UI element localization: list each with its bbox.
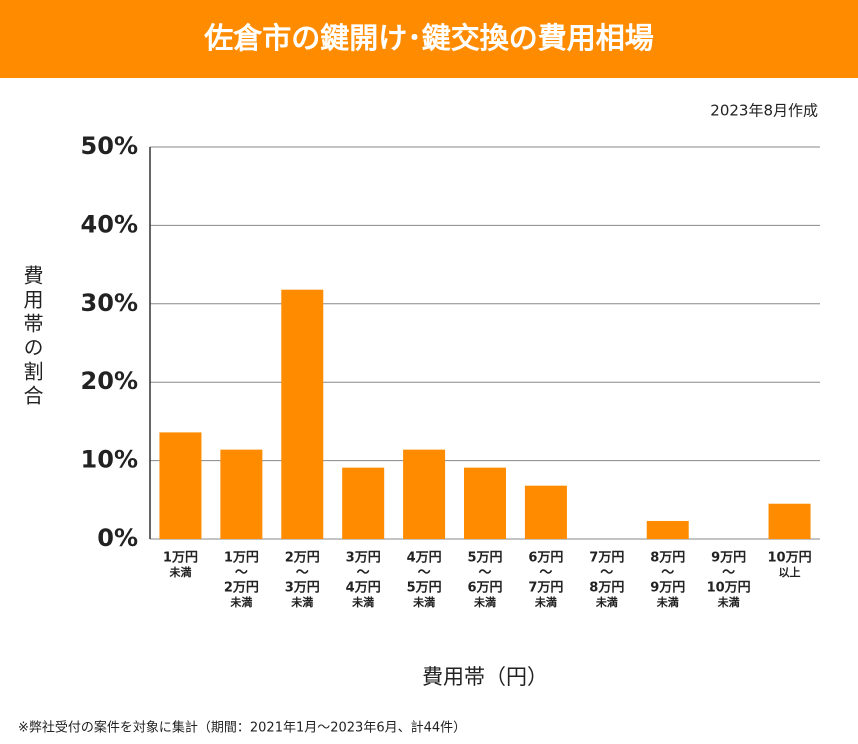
bar	[524, 485, 567, 539]
x-tick-label: ～	[478, 566, 491, 581]
x-tick-label: 8万円	[650, 551, 685, 566]
x-tick-label: 4万円	[407, 551, 442, 566]
x-tick-label: 未満	[351, 595, 374, 609]
x-tick-label: 5万円	[407, 581, 442, 596]
x-tick-label: 未満	[168, 565, 191, 579]
bar	[464, 467, 506, 539]
header-band	[0, 0, 858, 78]
y-tick-label: 10%	[81, 446, 138, 474]
x-tick-label: ～	[418, 566, 431, 581]
x-tick-label: 未満	[717, 595, 740, 609]
bar	[403, 449, 446, 539]
bar	[281, 289, 324, 539]
x-tick-label: ～	[539, 566, 552, 581]
x-tick-label: 10万円	[707, 581, 751, 596]
x-tick-label: ～	[357, 566, 370, 581]
x-tick-label: 3万円	[285, 581, 320, 596]
x-tick-label: ～	[600, 566, 613, 581]
y-tick-label: 40%	[81, 210, 138, 238]
x-tick-label: ～	[661, 566, 674, 581]
x-tick-label: 2万円	[285, 551, 320, 566]
x-tick-label: 未満	[534, 595, 557, 609]
bar	[768, 503, 811, 539]
x-tick-label: 9万円	[711, 551, 746, 566]
x-tick-label: 未満	[473, 595, 496, 609]
y-axis-label: 費用帯の割合	[20, 265, 44, 409]
y-tick-label: 30%	[81, 289, 138, 317]
x-tick-label: 10万円	[767, 551, 811, 566]
bar	[159, 432, 202, 539]
x-tick-label: 6万円	[528, 551, 563, 566]
x-tick-label: 8万円	[589, 581, 624, 596]
bar	[342, 467, 385, 539]
x-tick-label: 1万円	[224, 551, 259, 566]
x-tick-label: 7万円	[528, 581, 563, 596]
x-tick-label: 7万円	[589, 551, 624, 566]
x-tick-label: 未満	[595, 595, 618, 609]
x-tick-label: 3万円	[346, 551, 381, 566]
footnote: ※弊社受付の案件を対象に集計（期間：2021年1月～2023年6月、計44件）	[18, 720, 466, 736]
chart-subtitle: 2023年8月作成	[710, 102, 818, 120]
x-tick-label: 未満	[229, 595, 252, 609]
y-tick-label: 50%	[81, 132, 138, 160]
x-tick-label: 以上	[779, 565, 801, 579]
x-tick-label: 1万円	[163, 551, 198, 566]
x-tick-label: 未満	[656, 595, 679, 609]
x-tick-label: 2万円	[224, 581, 259, 596]
x-tick-label: 未満	[412, 595, 435, 609]
x-tick-label: 9万円	[650, 581, 685, 596]
chart-title: 佐倉市の鍵開け･鍵交換の費用相場	[203, 21, 654, 55]
bar	[220, 449, 263, 539]
y-tick-label: 0%	[97, 524, 138, 552]
y-tick-label: 20%	[81, 367, 138, 395]
x-tick-label: 5万円	[467, 551, 502, 566]
x-axis-label: 費用帯（円）	[422, 665, 548, 689]
x-tick-label: ～	[722, 566, 735, 581]
bar	[646, 520, 689, 539]
x-tick-label: 4万円	[346, 581, 381, 596]
x-tick-label: 未満	[290, 595, 313, 609]
x-tick-label: ～	[296, 566, 309, 581]
x-tick-label: ～	[235, 566, 248, 581]
x-tick-label: 6万円	[467, 581, 502, 596]
